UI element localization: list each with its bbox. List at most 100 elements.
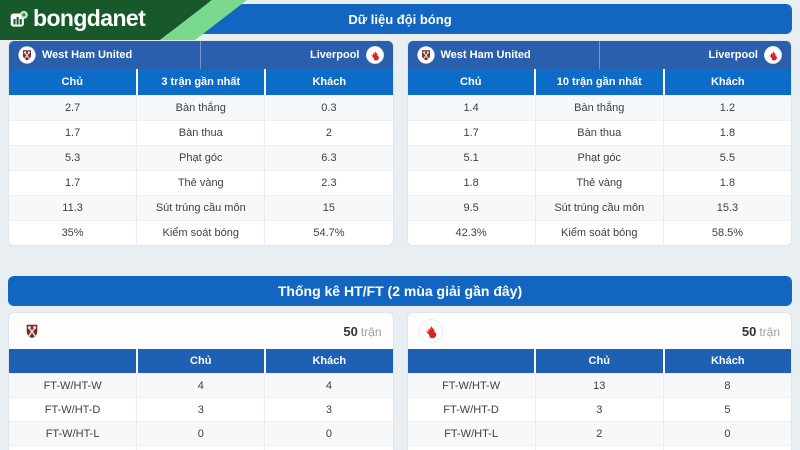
matches-count: 50 trận [343,324,381,339]
htft-column-header-row: Chủ Khách [407,349,792,373]
col-header-empty [9,349,136,373]
htft-section: 50 trận Chủ Khách FT-W/HT-W 4 4 FT-W/HT-D… [0,312,800,450]
brand-logo[interactable]: bongdanet [0,0,252,40]
column-header-row: Chủ 3 trận gần nhất Khách [9,69,393,95]
stat-label: Bàn thắng [136,96,264,120]
htft-row-partial [407,445,791,450]
column-header-row: Chủ 10 trận gần nhất Khách [407,69,792,95]
stat-away-value: 5.5 [662,146,791,170]
stat-home-value: 5.1 [463,152,479,164]
htft-away-value: 0 [662,422,791,445]
stat-away-value: 1.2 [662,96,791,120]
htft-away-value: 8 [662,374,791,397]
stat-home-value: 9.5 [463,202,479,214]
stat-home-value: 2.7 [64,102,81,114]
stat-row: 1.7 Thẻ vàng 2.3 [9,170,393,195]
stat-home-value: 42.3% [455,227,487,239]
stat-away-value: 2.3 [264,171,392,195]
col-header-period: 3 trận gần nhất [135,69,265,95]
htft-row: FT-W/HT-L 0 0 [9,421,393,445]
stat-home-value: 1.4 [463,102,479,114]
home-team-name: West Ham United [440,49,531,61]
stat-label: Thẻ vàng [136,171,264,195]
stat-home-value: 35% [61,227,84,239]
htft-card-header: 50 trận [408,313,792,349]
home-team-name: West Ham United [42,49,133,61]
stat-label: Kiểm soát bóng [534,221,663,245]
stat-home-value: 11.3 [62,202,83,214]
col-header-home: Chủ [534,349,663,373]
stats-card-3-matches: West Ham United Liverpool Chủ 3 trận gần… [8,40,394,246]
stat-away-value: 2 [264,121,392,145]
stat-away-value: 6.3 [264,146,392,170]
west-ham-crest-icon [416,46,435,64]
col-header-home: Chủ [135,349,265,373]
col-header-away: Khách [662,69,792,95]
col-header-period: 10 trận gần nhất [534,69,663,95]
stat-row: 11.3 Sút trúng cầu môn 15 [9,195,393,220]
stat-away-value: 58.5% [662,221,791,245]
stat-home-value: 5.3 [64,152,81,164]
htft-away-value: 5 [662,398,791,421]
htft-home-value: 0 [136,422,264,445]
bongdanet-logo-icon [10,10,28,27]
stat-label: Sút trúng cầu môn [136,196,264,220]
htft-row-partial [9,445,393,450]
stat-label: Bàn thua [534,121,663,145]
page-title: Dữ liệu đội bóng [348,11,452,27]
team-data-section: West Ham United Liverpool Chủ 3 trận gần… [0,40,800,246]
htft-section-title-bar: Thống kê HT/FT (2 mùa giải gần đây) [8,276,792,306]
htft-card-header: 50 trận [9,313,393,349]
liverpool-crest-icon [365,46,384,64]
stat-home-value: 1.7 [64,177,81,189]
col-header-home: Chủ [460,76,482,88]
htft-label: FT-W/HT-L [444,427,498,440]
htft-home-value: 3 [136,398,264,421]
htft-away-value: 0 [264,422,392,445]
stat-label: Thẻ vàng [534,171,663,195]
htft-row: FT-W/HT-W 13 8 [407,373,791,397]
htft-section-title: Thống kê HT/FT (2 mùa giải gần đây) [277,283,523,299]
htft-home-value: 2 [534,422,663,445]
htft-label: FT-W/HT-W [43,379,102,392]
stat-row: 1.4 Bàn thắng 1.2 [407,95,791,120]
page-header: Dữ liệu đội bóng bongdanet [0,0,800,40]
liverpool-crest-icon [418,319,443,343]
away-team-header: Liverpool [200,41,392,69]
stat-label: Bàn thắng [534,96,663,120]
htft-card-west-ham: 50 trận Chủ Khách FT-W/HT-W 4 4 FT-W/HT-D… [8,312,394,450]
col-header-away: Khách [264,69,393,95]
col-header-away: Khách [662,349,792,373]
stat-home-value: 1.7 [463,127,479,139]
stat-home-value: 1.8 [463,177,479,189]
stats-card-10-matches: West Ham United Liverpool Chủ 10 trận gầ… [406,40,792,246]
matches-unit: trận [759,324,780,339]
stat-away-value: 1.8 [662,121,791,145]
home-team-header: West Ham United [9,41,200,69]
htft-card-liverpool: 50 trận Chủ Khách FT-W/HT-W 13 8 FT-W/HT-… [406,312,792,450]
stat-label: Sút trúng cầu môn [534,196,663,220]
htft-row: FT-W/HT-W 4 4 [9,373,393,397]
stat-row: 1.7 Bàn thua 2 [9,120,393,145]
matches-number: 50 [741,323,757,339]
away-team-name: Liverpool [309,49,360,61]
stat-label: Bàn thua [136,121,264,145]
htft-home-value: 4 [136,374,264,397]
matches-unit: trận [360,324,382,339]
htft-row: FT-W/HT-L 2 0 [407,421,791,445]
htft-away-value: 4 [264,374,392,397]
htft-label: FT-W/HT-L [45,427,100,440]
stat-row: 1.8 Thẻ vàng 1.8 [407,170,791,195]
stat-row: 35% Kiểm soát bóng 54.7% [9,220,393,245]
west-ham-crest-icon [20,319,44,343]
htft-home-value: 3 [534,398,663,421]
team-header-row: West Ham United Liverpool [407,41,791,69]
htft-away-value: 3 [264,398,392,421]
stat-row: 42.3% Kiểm soát bóng 58.5% [407,220,791,245]
stat-row: 9.5 Sút trúng cầu môn 15.3 [407,195,791,220]
stat-home-value: 1.7 [64,127,81,139]
team-header-row: West Ham United Liverpool [9,41,393,69]
stat-away-value: 0.3 [264,96,392,120]
matches-number: 50 [343,323,358,339]
brand-name: bongdanet [33,5,146,31]
